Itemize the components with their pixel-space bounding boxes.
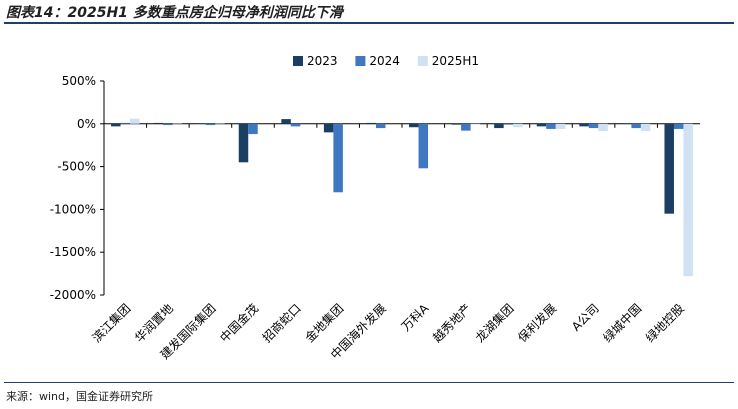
bars [111, 118, 693, 277]
bar [290, 123, 301, 127]
y-tick-label: 0% [77, 117, 96, 131]
bar [409, 123, 419, 128]
bar [163, 123, 173, 126]
legend-label: 2024 [369, 54, 400, 68]
legend-swatch [355, 56, 366, 66]
bar [153, 122, 164, 124]
bar [513, 123, 523, 128]
bar [323, 123, 334, 133]
bar [579, 123, 589, 127]
bar [631, 123, 641, 129]
bar [333, 123, 343, 193]
x-tick-label: A公司 [569, 301, 602, 334]
bar [375, 123, 386, 129]
x-tick-label: 绿城中国 [600, 301, 645, 346]
bar [494, 123, 504, 129]
legend-label: 2023 [307, 54, 338, 68]
bar [673, 123, 684, 129]
bar-chart: 2023 2024 2025H1 500% 0% -500% -1000% -1500% -2… [50, 54, 700, 362]
legend-swatch [417, 56, 428, 66]
bar [588, 123, 599, 129]
x-tick-label: 万科A [399, 301, 432, 334]
y-tick-label: -1500% [50, 245, 96, 259]
bar [120, 122, 131, 124]
x-tick-label: 华润置地 [132, 301, 176, 345]
bar [470, 123, 481, 125]
bar [111, 123, 121, 127]
bar [238, 123, 249, 163]
y-tick-label: -1000% [50, 202, 96, 216]
source-note: 来源：wind，国金证券研究所 [6, 390, 154, 403]
x-tick-label: 金地集团 [302, 301, 347, 346]
axes: 500%0%-500%-1000%-1500%-2000%滨江集团华润置地建发国… [50, 74, 700, 362]
bar [248, 123, 258, 135]
bar [546, 123, 556, 129]
bar [683, 123, 693, 277]
chart-title: 图表14：2025H1 多数重点房企归母净利润同比下滑 [6, 5, 343, 21]
bar [503, 123, 514, 125]
y-tick-label: -2000% [50, 288, 96, 302]
bar [366, 122, 376, 124]
bar [418, 123, 429, 169]
x-tick-label: 越秀地产 [430, 301, 474, 345]
x-tick-label: 滨江集团 [89, 301, 134, 346]
y-tick-label: 500% [62, 74, 96, 88]
bar [536, 123, 547, 127]
bar [205, 123, 216, 126]
bar [451, 123, 462, 125]
bar [598, 123, 608, 132]
legend: 2023 2024 2025H1 [293, 54, 479, 68]
bar [664, 123, 674, 214]
bar [130, 118, 140, 124]
title-divider [4, 22, 734, 24]
legend-label: 2025H1 [432, 54, 479, 68]
x-tick-label: 龙湖集团 [472, 301, 517, 346]
y-tick-label: -500% [57, 160, 96, 174]
bar [281, 119, 291, 124]
bar [640, 123, 651, 132]
x-tick-label: 保利发展 [515, 301, 560, 346]
x-tick-label: 绿地控股 [642, 301, 687, 346]
x-tick-label: 招商蛇口 [259, 301, 304, 346]
bar [555, 123, 566, 129]
footer-divider [4, 382, 734, 383]
legend-swatch [293, 56, 303, 66]
bar [461, 123, 471, 131]
x-tick-label: 中国金茂 [217, 301, 262, 346]
